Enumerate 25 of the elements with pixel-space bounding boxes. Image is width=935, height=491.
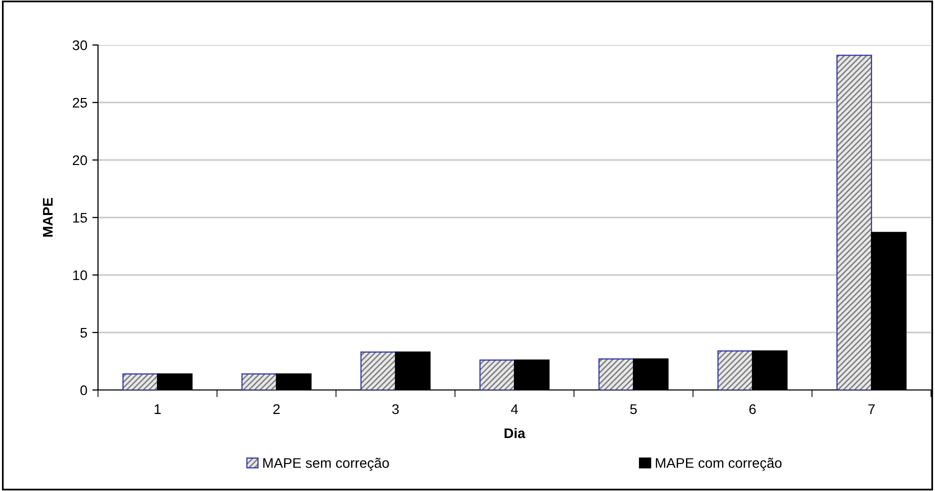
y-axis-title: MAPE xyxy=(43,198,53,237)
x-tick-label: 7 xyxy=(868,404,875,414)
x-tick-label: 2 xyxy=(273,404,280,414)
legend-label: MAPE sem correção xyxy=(263,458,389,471)
y-tick-label: 30 xyxy=(72,40,88,50)
y-tick-label: 15 xyxy=(73,212,88,223)
x-tick-label: 3 xyxy=(392,404,399,414)
y-tick-label: 10 xyxy=(73,270,88,280)
y-tick-label: 20 xyxy=(72,155,88,166)
x-tick-label: 4 xyxy=(510,404,518,414)
x-axis-title: Dia xyxy=(504,428,526,438)
x-tick-label: 5 xyxy=(630,404,637,414)
bar xyxy=(241,373,278,390)
bar xyxy=(717,350,754,390)
y-tick-label: 25 xyxy=(72,98,88,108)
bar xyxy=(836,54,872,390)
bar xyxy=(360,351,396,390)
bar xyxy=(598,358,634,390)
y-tick-label: 0 xyxy=(80,385,88,396)
legend-label: MAPE com correção xyxy=(656,458,782,471)
x-tick-label: 1 xyxy=(154,404,161,414)
bar xyxy=(479,360,516,390)
bar xyxy=(122,373,158,390)
y-tick-label: 5 xyxy=(80,328,87,338)
x-tick-label: 6 xyxy=(749,404,756,414)
